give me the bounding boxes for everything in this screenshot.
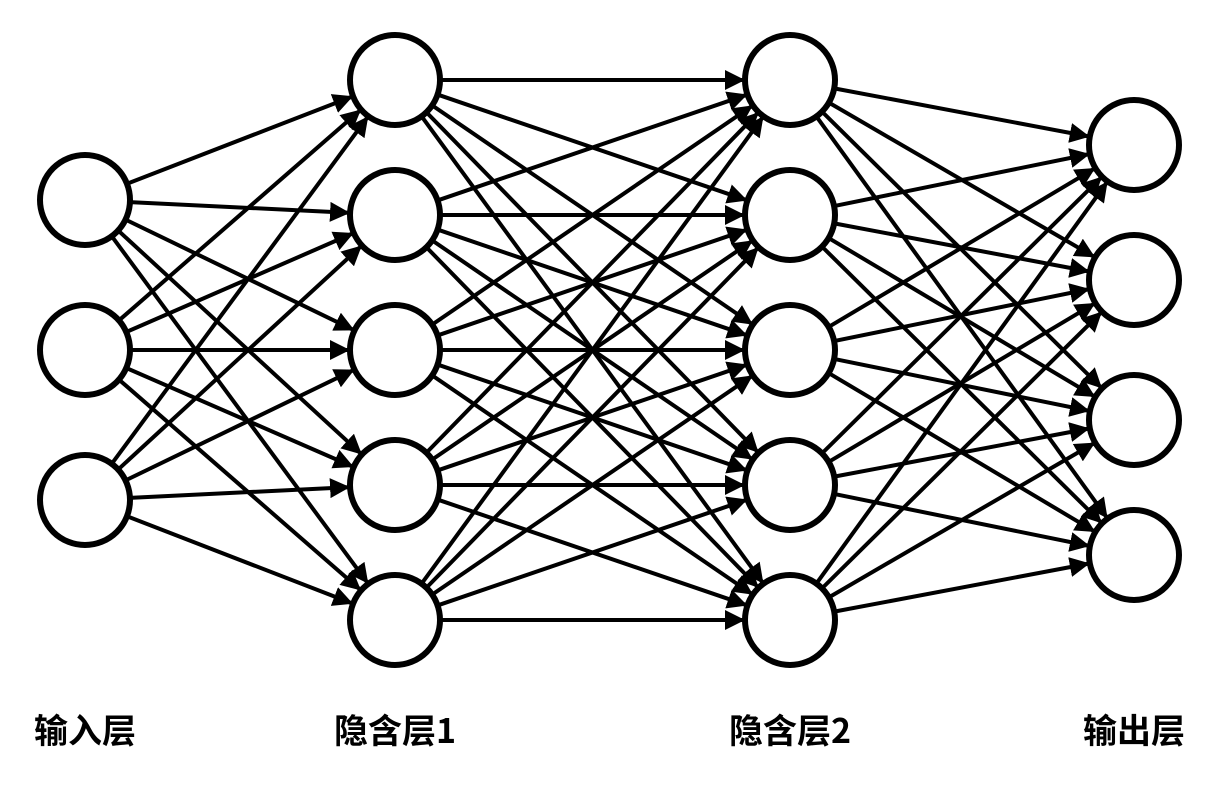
neuron-node — [1089, 235, 1179, 325]
neuron-node — [350, 35, 440, 125]
neuron-node — [1089, 100, 1179, 190]
layer-label: 输入层 — [34, 704, 136, 753]
neuron-node — [745, 575, 835, 665]
neuron-node — [745, 440, 835, 530]
layer-label: 输出层 — [1083, 704, 1185, 753]
neuron-node — [350, 440, 440, 530]
neuron-node — [40, 455, 130, 545]
neuron-node — [350, 170, 440, 260]
neuron-node — [40, 305, 130, 395]
neuron-node — [745, 35, 835, 125]
neuron-node — [1089, 375, 1179, 465]
layer-label: 隐含层1 — [334, 704, 456, 753]
layer-label: 隐含层2 — [729, 704, 851, 753]
neural-network-diagram: 输入层 隐含层1 隐含层2 输出层 — [0, 0, 1229, 789]
neuron-node — [745, 305, 835, 395]
neuron-node — [745, 170, 835, 260]
neuron-node — [40, 155, 130, 245]
neuron-node — [350, 575, 440, 665]
neuron-node — [1089, 510, 1179, 600]
neuron-node — [350, 305, 440, 395]
